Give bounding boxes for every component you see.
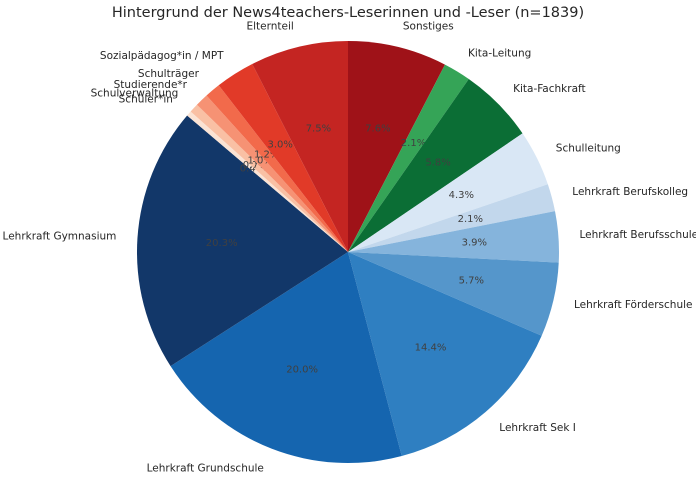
pie-label-sch-ler-in: Schüler*in bbox=[119, 94, 173, 106]
pie-slice-sozialp-dagog-in-mpt bbox=[218, 64, 348, 252]
pie-label-lehrkraft-f-rderschule: Lehrkraft Förderschule bbox=[574, 299, 693, 311]
pie-label-schulverwaltung: Schulverwaltung bbox=[91, 88, 179, 100]
pie-slice-sonstiges bbox=[348, 41, 445, 252]
pie-slice-lehrkraft-gymnasium bbox=[136, 115, 348, 367]
pie-slice-lehrkraft-f-rderschule bbox=[348, 252, 559, 336]
pie-slice-kita-leitung bbox=[348, 64, 469, 252]
pie-label-elternteil: Elternteil bbox=[246, 20, 293, 32]
pie-slice-schultr-ger bbox=[206, 85, 348, 252]
pie-label-lehrkraft-sek-i: Lehrkraft Sek I bbox=[499, 422, 576, 434]
pie-slice-sch-ler-in bbox=[187, 111, 348, 252]
pie-slice-lehrkraft-sek-i bbox=[348, 252, 542, 457]
pie-slice-lehrkraft-berufsschule bbox=[348, 211, 559, 263]
pie-label-studierende-r: Studierende*r bbox=[114, 79, 188, 91]
pie-label-sozialp-dagog-in-mpt: Sozialpädagog*in / MPT bbox=[100, 50, 224, 62]
pie-label-kita-leitung: Kita-Leitung bbox=[468, 47, 531, 59]
pie-label-lehrkraft-grundschule: Lehrkraft Grundschule bbox=[147, 462, 264, 474]
pie-label-kita-fachkraft: Kita-Fachkraft bbox=[513, 83, 586, 95]
pie-label-sonstiges: Sonstiges bbox=[403, 21, 454, 33]
pie-slice-lehrkraft-grundschule bbox=[170, 252, 402, 464]
pie-label-schultr-ger: Schulträger bbox=[138, 68, 200, 80]
pie-slice-lehrkraft-berufskolleg bbox=[348, 184, 556, 252]
pie-label-lehrkraft-berufsschule: Lehrkraft Berufsschule bbox=[580, 229, 696, 241]
pie-slice-elternteil bbox=[252, 41, 348, 252]
pie-slice-schulleitung bbox=[348, 133, 548, 252]
pie-slice-studierende-r bbox=[196, 95, 348, 253]
chart-title: Hintergrund der News4teachers-Leserinnen… bbox=[111, 5, 585, 21]
pie-label-schulleitung: Schulleitung bbox=[556, 143, 621, 155]
pie-label-lehrkraft-berufskolleg: Lehrkraft Berufskolleg bbox=[572, 186, 688, 198]
pie-label-lehrkraft-gymnasium: Lehrkraft Gymnasium bbox=[3, 231, 117, 243]
pie-slice-kita-fachkraft bbox=[348, 78, 523, 253]
pie-slice-schulverwaltung bbox=[190, 104, 348, 252]
